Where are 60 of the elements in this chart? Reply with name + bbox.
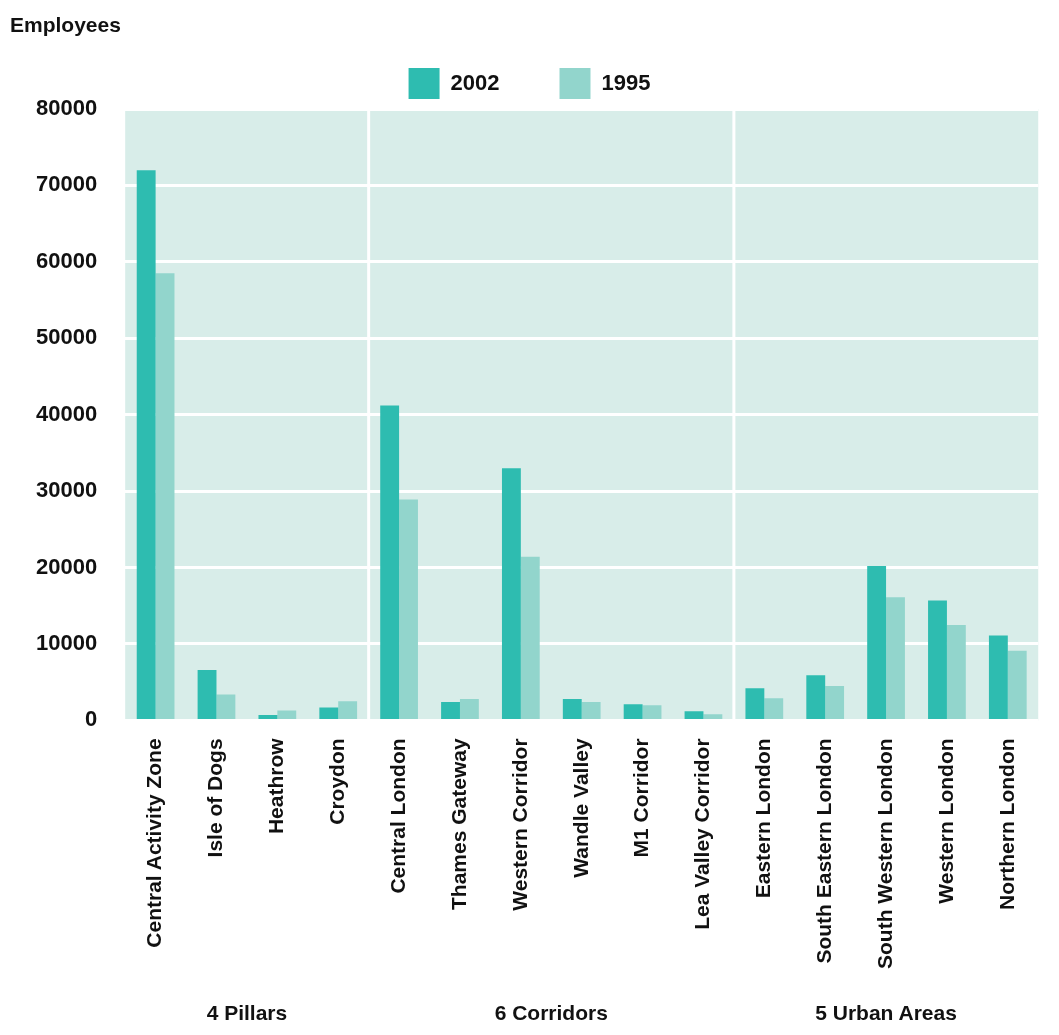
bar	[197, 669, 217, 719]
bar	[745, 688, 765, 719]
bar	[520, 556, 540, 719]
x-tick-label: Thames Gateway	[446, 738, 470, 910]
x-tick-label: Heathrow	[264, 737, 288, 835]
bar	[703, 714, 723, 719]
bar	[928, 600, 947, 719]
bar	[459, 699, 479, 719]
bar	[501, 468, 521, 719]
legend-label: 2002	[450, 69, 500, 95]
text: 6 Corridors	[494, 1001, 608, 1025]
y-tick-label: 0	[84, 706, 98, 732]
bar	[155, 273, 175, 719]
x-tick-label: Lea Valley Corridor	[690, 738, 714, 930]
x-tick-label: Central London	[385, 738, 409, 894]
x-tick-label: Wandle Valley	[568, 738, 592, 878]
y-tick-label: 20000	[35, 553, 98, 579]
bar	[277, 710, 297, 719]
bar	[216, 694, 236, 719]
y-tick-label: 80000	[35, 95, 98, 121]
text: 4 Pillars	[206, 1001, 288, 1025]
y-tick-label: 50000	[35, 324, 98, 350]
bar	[684, 711, 704, 719]
bar	[825, 686, 845, 719]
x-tick-label: Eastern London	[751, 738, 775, 899]
y-tick-label: 60000	[35, 247, 98, 273]
bar	[946, 624, 966, 719]
bar	[764, 698, 784, 719]
x-tick-label: M1 Corridor	[629, 738, 653, 858]
x-tick-label: Central Activity Zone	[142, 738, 166, 948]
y-tick-label: 40000	[35, 400, 98, 426]
bar	[806, 675, 826, 719]
x-tick-label: Isle of Dogs	[203, 738, 227, 858]
text: 5 Urban Areas	[815, 1001, 957, 1025]
bar	[319, 707, 339, 719]
bar	[258, 715, 278, 719]
x-tick-label: South Eastern London	[811, 738, 835, 964]
bar	[642, 705, 662, 719]
bar	[338, 701, 358, 719]
y-tick-label: 30000	[35, 477, 98, 503]
bar	[441, 702, 460, 719]
bar	[562, 699, 582, 719]
y-axis-title: Employees	[10, 13, 121, 37]
x-tick-label: Western Corridor	[507, 738, 531, 911]
y-tick-label: 10000	[35, 630, 98, 656]
bar	[623, 704, 643, 719]
x-tick-label: Western London	[933, 738, 957, 904]
bar	[380, 405, 400, 719]
bar	[867, 566, 887, 719]
bar	[988, 635, 1008, 719]
x-tick-label: Croydon	[325, 738, 349, 825]
bar	[581, 702, 601, 719]
bar	[1007, 650, 1027, 719]
bar	[886, 597, 905, 719]
x-tick-label: Northern London	[994, 738, 1018, 910]
y-tick-label: 70000	[35, 171, 98, 197]
legend-label: 1995	[601, 69, 651, 95]
bar	[136, 170, 156, 719]
x-tick-label: South Western London	[872, 738, 896, 969]
bar	[399, 499, 418, 719]
